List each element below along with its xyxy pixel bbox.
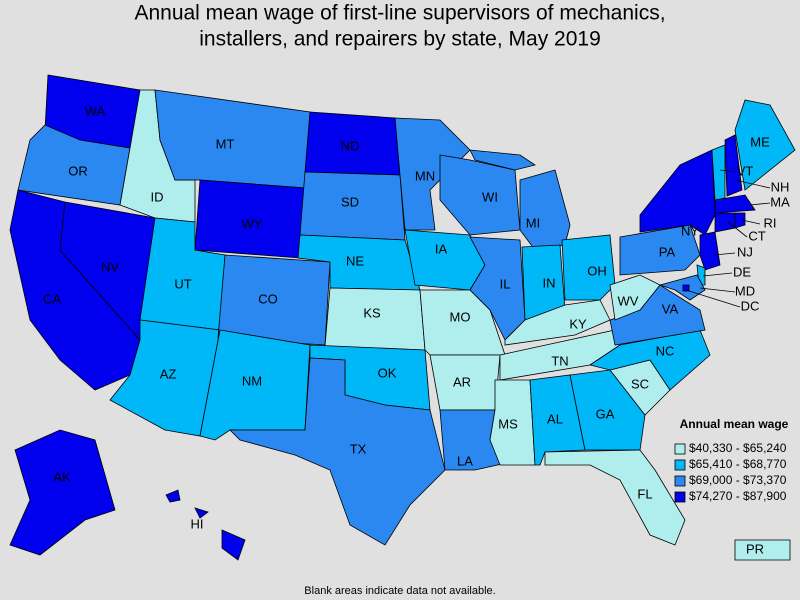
legend-label: $74,270 - $87,900 bbox=[689, 489, 787, 503]
legend-label: $65,410 - $68,770 bbox=[689, 457, 787, 471]
state-label: CA bbox=[43, 291, 61, 306]
state-shape bbox=[658, 274, 706, 301]
state-label: AL bbox=[547, 411, 563, 426]
state-label: AR bbox=[453, 374, 471, 389]
leader-line bbox=[727, 221, 748, 238]
legend-title: Annual mean wage bbox=[680, 417, 789, 431]
state-label: CO bbox=[258, 291, 278, 306]
state-label: NC bbox=[656, 343, 675, 358]
state-label: OK bbox=[378, 365, 397, 380]
title-line: installers, and repairers by state, May … bbox=[199, 28, 601, 51]
state-label: WI bbox=[482, 189, 498, 204]
legend-swatch bbox=[674, 491, 686, 503]
state-shape bbox=[504, 299, 611, 346]
state-shape bbox=[699, 231, 721, 271]
state-label: WY bbox=[242, 216, 263, 231]
state-label: TX bbox=[350, 441, 367, 456]
state-label: OR bbox=[68, 163, 88, 178]
state-label: CT bbox=[748, 228, 765, 243]
leader-line bbox=[749, 202, 771, 206]
state-label: VA bbox=[662, 301, 679, 316]
state-label: MD bbox=[735, 283, 755, 298]
state-shape bbox=[734, 539, 791, 561]
state-label: UT bbox=[174, 276, 191, 291]
state-label: IL bbox=[500, 276, 511, 291]
state-shape bbox=[229, 357, 446, 546]
state-label: NV bbox=[101, 259, 119, 274]
state-shape bbox=[714, 194, 756, 214]
state-label: OH bbox=[587, 263, 607, 278]
state-shape bbox=[561, 234, 616, 301]
state-shape bbox=[9, 429, 116, 556]
state-label: NJ bbox=[737, 244, 753, 259]
state-label: AZ bbox=[160, 366, 177, 381]
state-shape bbox=[194, 507, 209, 519]
state-label: DE bbox=[733, 264, 751, 279]
state-label: PA bbox=[659, 244, 676, 259]
state-label: SC bbox=[631, 376, 649, 391]
legend-label: $69,000 - $73,370 bbox=[689, 473, 787, 487]
state-label: ND bbox=[341, 138, 360, 153]
footnote: Blank areas indicate data not available. bbox=[304, 585, 495, 597]
state-shape bbox=[569, 369, 646, 451]
state-shape bbox=[734, 99, 796, 191]
state-label: NY bbox=[681, 223, 699, 238]
leader-line bbox=[741, 219, 761, 225]
state-label: IA bbox=[435, 241, 448, 256]
state-label: LA bbox=[457, 453, 473, 468]
state-shape bbox=[734, 212, 746, 229]
state-label: FL bbox=[637, 486, 652, 501]
state-label: MI bbox=[526, 215, 540, 230]
legend-swatch bbox=[674, 459, 686, 471]
state-label: ME bbox=[750, 134, 770, 149]
state-label: KS bbox=[363, 305, 381, 320]
state-label: MN bbox=[415, 168, 435, 183]
state-shape bbox=[609, 274, 661, 321]
state-label: GA bbox=[596, 406, 615, 421]
legend-label: $40,330 - $65,240 bbox=[689, 441, 787, 455]
leader-line bbox=[685, 289, 741, 308]
state-shape bbox=[165, 489, 181, 503]
leader-line bbox=[713, 252, 736, 256]
state-label: VT bbox=[737, 163, 754, 178]
state-shape bbox=[589, 329, 711, 391]
state-label: HI bbox=[191, 516, 204, 531]
state-label: SD bbox=[341, 194, 359, 209]
state-label: RI bbox=[764, 215, 777, 230]
state-label: IN bbox=[543, 275, 556, 290]
state-label: MA bbox=[770, 194, 790, 209]
title-line: Annual mean wage of first-line superviso… bbox=[134, 2, 665, 25]
state-shape bbox=[469, 149, 536, 171]
state-shape bbox=[544, 449, 686, 546]
state-shape bbox=[639, 149, 716, 236]
state-label: PR bbox=[746, 541, 764, 556]
legend-swatch bbox=[674, 475, 686, 487]
legend-swatch bbox=[674, 443, 686, 455]
state-label: TN bbox=[551, 353, 568, 368]
state-label: KY bbox=[569, 316, 587, 331]
state-label: MO bbox=[450, 309, 471, 324]
state-label: MT bbox=[216, 136, 235, 151]
leader-line bbox=[734, 179, 771, 189]
leader-line bbox=[719, 169, 736, 173]
state-label: NM bbox=[242, 373, 262, 388]
state-label: NH bbox=[771, 179, 790, 194]
state-shape bbox=[221, 529, 246, 561]
leader-line bbox=[702, 272, 733, 277]
state-label: NE bbox=[346, 253, 364, 268]
state-label: WV bbox=[618, 293, 639, 308]
leader-line bbox=[699, 287, 736, 293]
state-label: WA bbox=[85, 103, 106, 118]
state-label: ID bbox=[151, 189, 164, 204]
state-label: MS bbox=[498, 416, 518, 431]
state-label: DC bbox=[741, 298, 760, 313]
state-label: AK bbox=[53, 469, 71, 484]
state-shape bbox=[394, 117, 471, 231]
state-shape bbox=[469, 236, 526, 341]
